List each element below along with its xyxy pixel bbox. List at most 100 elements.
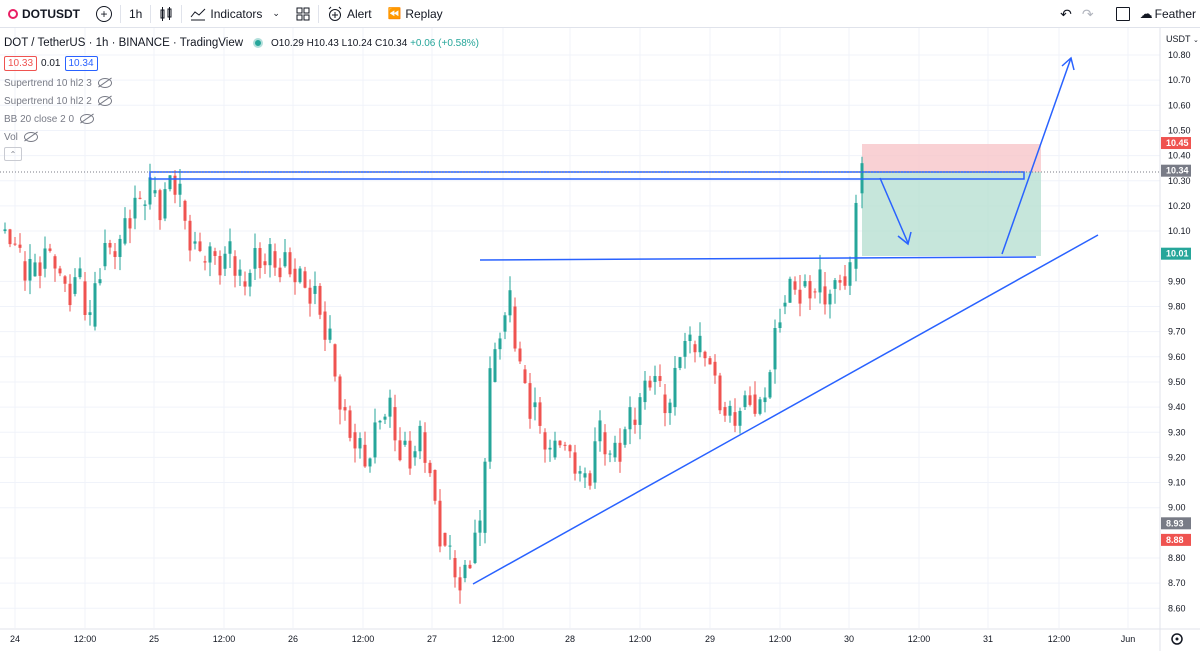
settings-gear-icon[interactable] bbox=[1171, 633, 1183, 645]
redo-icon[interactable]: ↷ bbox=[1081, 5, 1094, 22]
symbol-label: DOTUSDT bbox=[22, 6, 80, 21]
candle-body bbox=[323, 311, 327, 340]
plus-circle-icon: + bbox=[96, 5, 112, 22]
candle-body bbox=[348, 410, 352, 438]
price-label: 8.88 bbox=[1166, 535, 1184, 545]
candle-body bbox=[308, 287, 312, 304]
time-tick: 12:00 bbox=[213, 634, 236, 644]
chevron-down-icon: ⌄ bbox=[272, 8, 280, 18]
indicator-row[interactable]: Supertrend 10 hl2 3 bbox=[4, 77, 479, 89]
candle-body bbox=[393, 407, 397, 441]
candle-body bbox=[528, 383, 532, 419]
candle-body bbox=[298, 268, 302, 283]
candle-body bbox=[463, 564, 467, 579]
price-tick: 8.80 bbox=[1168, 553, 1186, 563]
candle-body bbox=[578, 471, 582, 474]
candle-body bbox=[453, 558, 457, 578]
candle-body bbox=[563, 444, 567, 446]
chart-type-button[interactable] bbox=[151, 0, 181, 28]
legend-title[interactable]: DOT / TetherUS · 1h · BINANCE · TradingV… bbox=[4, 37, 244, 49]
indicator-row[interactable]: Vol bbox=[4, 131, 479, 143]
candle-body bbox=[733, 412, 737, 426]
layout-name[interactable]: Feather bbox=[1154, 7, 1196, 21]
candle-body bbox=[623, 429, 627, 445]
candle-body bbox=[48, 248, 52, 251]
candle-body bbox=[288, 252, 292, 275]
candle-body bbox=[168, 175, 172, 190]
candle-body bbox=[513, 306, 517, 349]
candle-body bbox=[253, 248, 257, 269]
neckline[interactable] bbox=[479, 256, 1037, 261]
indicator-row[interactable]: BB 20 close 2 0 bbox=[4, 113, 479, 125]
collapse-legend-button[interactable]: ⌃ bbox=[4, 147, 22, 161]
indicator-row[interactable]: Supertrend 10 hl2 2 bbox=[4, 95, 479, 107]
interval-button[interactable]: 1h bbox=[121, 0, 150, 28]
price-chart[interactable]: 10.80 10.70 10.60 10.50 10.40 10.30 10.20 10.10… bbox=[0, 28, 1200, 651]
candle-body bbox=[108, 242, 112, 248]
candle-body bbox=[798, 289, 802, 304]
candle-body bbox=[23, 261, 27, 281]
candle-body bbox=[808, 281, 812, 299]
drawings[interactable] bbox=[149, 56, 1099, 585]
divider bbox=[317, 4, 319, 23]
candle-body bbox=[343, 407, 347, 411]
candle-body bbox=[88, 312, 92, 315]
candle-body bbox=[68, 283, 72, 306]
candle-body bbox=[833, 280, 837, 289]
undo-icon[interactable]: ↶ bbox=[1060, 5, 1072, 22]
currency-label[interactable]: USDT bbox=[1166, 34, 1191, 44]
hidden-eye-icon[interactable] bbox=[97, 96, 112, 106]
candle-body bbox=[743, 395, 747, 408]
candle-body bbox=[848, 262, 852, 286]
candle-body bbox=[203, 261, 207, 263]
candle-body bbox=[303, 271, 307, 288]
candle-body bbox=[98, 279, 102, 284]
candle-body bbox=[493, 349, 497, 382]
layout-button[interactable] bbox=[288, 0, 318, 28]
candle-body bbox=[488, 368, 492, 462]
candle-body bbox=[78, 268, 82, 278]
chart-legend: DOT / TetherUS · 1h · BINANCE · TradingV… bbox=[4, 36, 479, 161]
candle-body bbox=[273, 251, 277, 268]
target-arrow[interactable] bbox=[1001, 57, 1072, 255]
price-tick: 9.90 bbox=[1168, 276, 1186, 286]
pullback-arrow[interactable] bbox=[879, 177, 909, 244]
hidden-eye-icon[interactable] bbox=[23, 132, 38, 142]
candle-body bbox=[53, 256, 57, 269]
candle-body bbox=[248, 272, 252, 287]
resistance-zone-rect[interactable] bbox=[149, 171, 1025, 180]
stop-loss-zone[interactable] bbox=[862, 144, 1041, 172]
candle-body bbox=[633, 419, 637, 425]
alert-button[interactable]: Alert bbox=[319, 0, 380, 28]
hidden-eye-icon[interactable] bbox=[97, 78, 112, 88]
bid-box[interactable]: 10.33 bbox=[4, 56, 38, 71]
hidden-eye-icon[interactable] bbox=[80, 114, 95, 124]
take-profit-zone[interactable] bbox=[862, 172, 1041, 256]
candle-body bbox=[403, 440, 407, 445]
candle-body bbox=[803, 281, 807, 287]
candle-body bbox=[693, 344, 697, 353]
replay-button[interactable]: ⏪ Replay bbox=[380, 0, 451, 28]
candle-body bbox=[118, 238, 122, 257]
time-tick: 24 bbox=[10, 634, 20, 644]
candle-body bbox=[63, 276, 67, 284]
fullscreen-icon[interactable] bbox=[1115, 7, 1130, 21]
candle-body bbox=[658, 376, 662, 381]
time-axis[interactable]: 24 12:00 25 12:00 26 12:00 27 12:00 28 12:00 29 12:… bbox=[10, 634, 1135, 644]
indicators-button[interactable]: Indicators ⌄ bbox=[182, 0, 288, 28]
price-tick: 9.10 bbox=[1168, 478, 1186, 488]
candle-body bbox=[673, 367, 677, 408]
ascending-trendline[interactable] bbox=[472, 234, 1099, 585]
compare-button[interactable]: + bbox=[88, 0, 120, 28]
ask-box[interactable]: 10.34 bbox=[64, 56, 98, 71]
candle-body bbox=[683, 340, 687, 357]
candle-body bbox=[223, 253, 227, 269]
symbol-search[interactable]: DOTUSDT bbox=[0, 0, 88, 28]
high-value: H10.43 bbox=[306, 37, 339, 49]
candle-body bbox=[338, 376, 342, 410]
price-axis[interactable]: 10.80 10.70 10.60 10.50 10.40 10.30 10.20 10.10… bbox=[1161, 50, 1191, 613]
candle-body bbox=[353, 432, 357, 449]
time-tick: 12:00 bbox=[1048, 634, 1071, 644]
divider bbox=[120, 4, 121, 23]
indicator-label: Supertrend 10 hl2 3 bbox=[4, 77, 92, 89]
